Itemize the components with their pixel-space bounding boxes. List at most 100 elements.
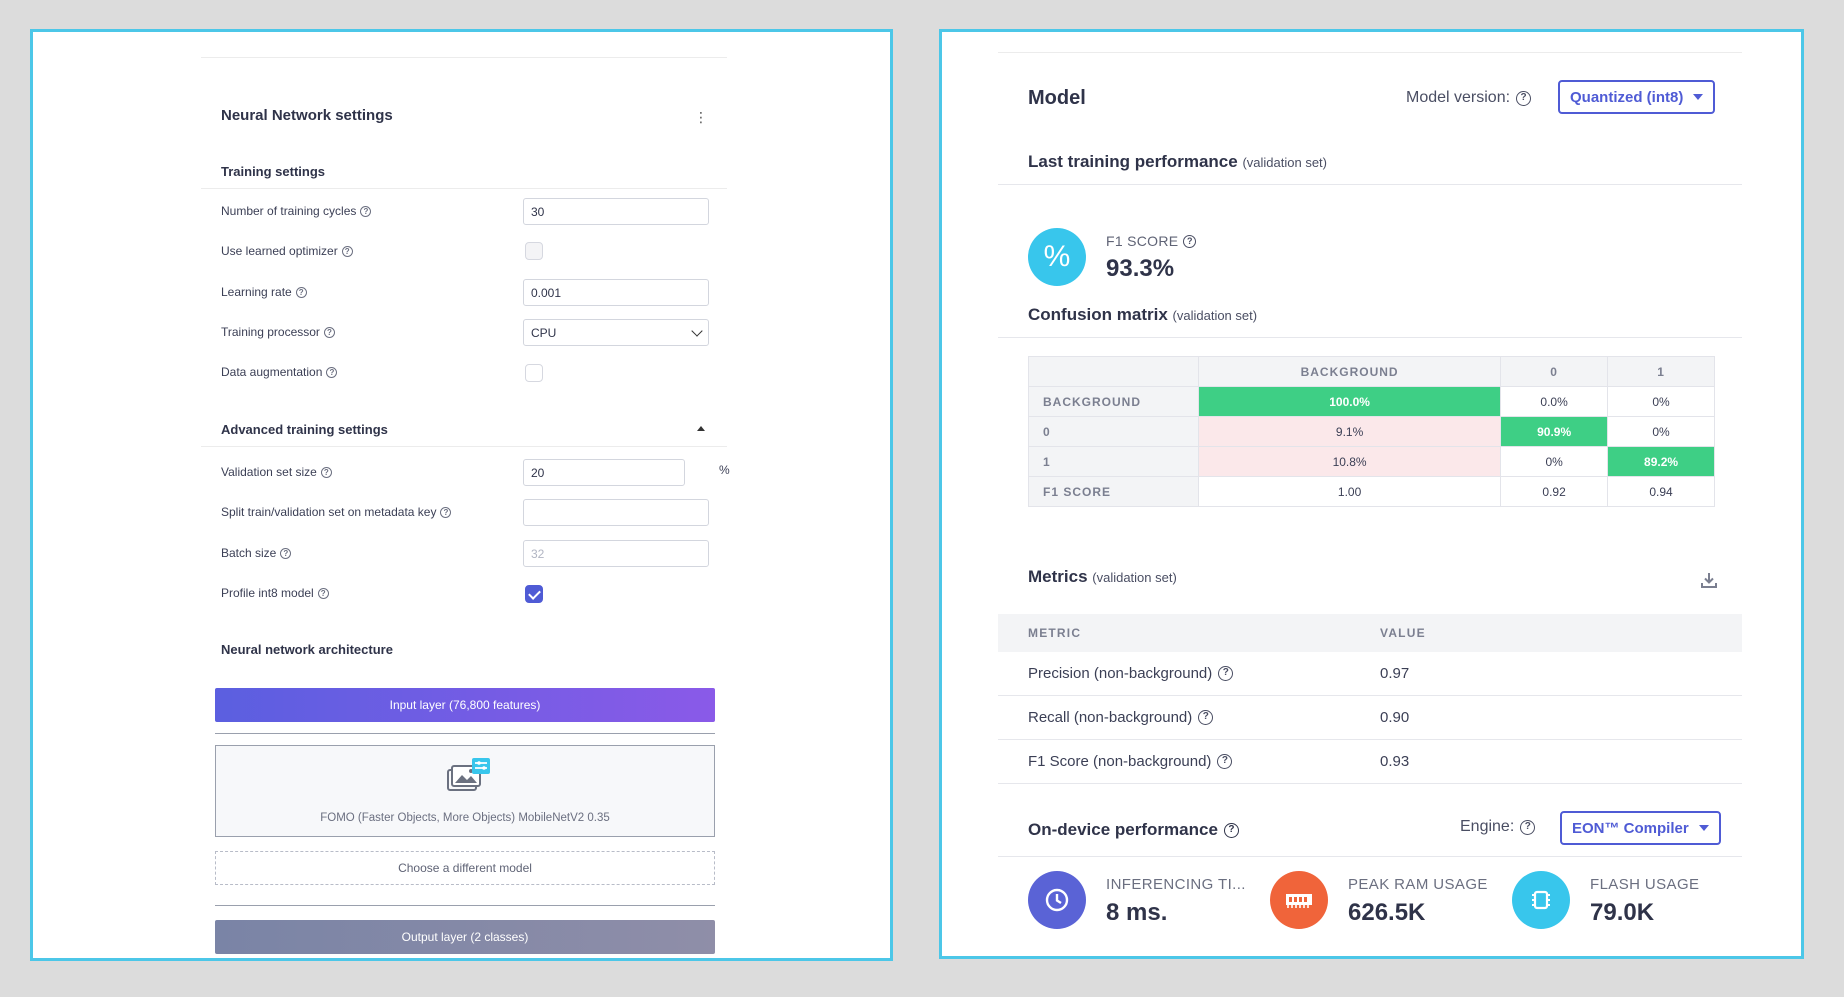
profile-int8-text: Profile int8 model bbox=[221, 586, 314, 600]
training-processor-select[interactable]: CPU bbox=[523, 319, 709, 346]
on-device-heading: On-device performance ? bbox=[1028, 820, 1239, 840]
learning-rate-label: Learning rate ? bbox=[221, 285, 307, 299]
confusion-matrix-heading: Confusion matrix (validation set) bbox=[1028, 305, 1257, 325]
download-icon[interactable] bbox=[1700, 571, 1718, 589]
table-cell: 0.94 bbox=[1607, 476, 1715, 507]
table-cell: 90.9% bbox=[1500, 416, 1609, 447]
engine-dropdown[interactable]: EON™ Compiler bbox=[1560, 811, 1721, 845]
last-training-heading: Last training performance (validation se… bbox=[1028, 152, 1327, 172]
ram-icon bbox=[1270, 871, 1328, 929]
help-icon[interactable]: ? bbox=[341, 245, 353, 257]
help-icon[interactable]: ? bbox=[440, 506, 452, 518]
metrics-table-header: METRIC VALUE bbox=[998, 614, 1742, 652]
metric-value: 0.90 bbox=[1380, 709, 1410, 726]
table-cell: 0% bbox=[1607, 416, 1715, 447]
data-augmentation-checkbox[interactable] bbox=[525, 364, 543, 382]
table-row: BACKGROUND 100.0% 0.0% 0% bbox=[1028, 386, 1715, 417]
help-icon[interactable]: ? bbox=[1183, 234, 1197, 248]
table-header-cell: BACKGROUND bbox=[1197, 356, 1502, 387]
help-icon[interactable]: ? bbox=[1218, 666, 1234, 681]
help-icon[interactable]: ? bbox=[1198, 710, 1214, 725]
divider bbox=[201, 57, 727, 58]
advanced-settings-heading: Advanced training settings bbox=[221, 422, 388, 437]
output-layer-block[interactable]: Output layer (2 classes) bbox=[215, 920, 715, 954]
model-card: Model Model version: ? Quantized (int8) … bbox=[998, 52, 1742, 932]
table-cell: 0.92 bbox=[1500, 476, 1609, 507]
help-icon[interactable]: ? bbox=[326, 366, 338, 378]
divider bbox=[201, 188, 727, 189]
help-icon[interactable]: ? bbox=[280, 547, 292, 559]
learning-rate-input[interactable]: 0.001 bbox=[523, 279, 709, 306]
chevron-down-icon bbox=[691, 325, 703, 337]
table-cell: 89.2% bbox=[1607, 446, 1715, 477]
input-layer-block[interactable]: Input layer (76,800 features) bbox=[215, 688, 715, 722]
split-metadata-input[interactable] bbox=[523, 499, 709, 526]
row-label: BACKGROUND bbox=[1028, 386, 1199, 417]
help-icon[interactable]: ? bbox=[320, 466, 332, 478]
connector-line bbox=[215, 733, 715, 734]
choose-model-button[interactable]: Choose a different model bbox=[215, 851, 715, 885]
help-icon[interactable]: ? bbox=[317, 587, 329, 599]
training-cycles-label: Number of training cycles ? bbox=[221, 204, 372, 218]
metric-name-text: Precision (non-background) bbox=[1028, 665, 1213, 682]
data-augmentation-label: Data augmentation ? bbox=[221, 365, 338, 379]
percent-unit: % bbox=[719, 463, 730, 477]
learned-optimizer-checkbox[interactable] bbox=[525, 242, 543, 260]
table-row: Precision (non-background) ? 0.97 bbox=[998, 652, 1742, 696]
metrics-note: (validation set) bbox=[1092, 570, 1177, 585]
engine-label: Engine: ? bbox=[1460, 818, 1536, 836]
help-icon[interactable]: ? bbox=[360, 205, 372, 217]
table-header-row: BACKGROUND 0 1 bbox=[1028, 356, 1715, 387]
validation-size-input[interactable]: 20 bbox=[523, 459, 685, 486]
metric-name-text: F1 Score (non-background) bbox=[1028, 753, 1212, 770]
help-icon[interactable]: ? bbox=[295, 286, 307, 298]
help-icon[interactable]: ? bbox=[1516, 90, 1532, 106]
chip-icon bbox=[1512, 871, 1570, 929]
model-block[interactable]: FOMO (Faster Objects, More Objects) Mobi… bbox=[215, 745, 715, 837]
engine-value: EON™ Compiler bbox=[1572, 819, 1689, 837]
on-device-title: On-device performance bbox=[1028, 820, 1218, 839]
profile-int8-checkbox[interactable] bbox=[525, 585, 543, 603]
help-icon[interactable]: ? bbox=[323, 326, 335, 338]
model-version-dropdown[interactable]: Quantized (int8) bbox=[1558, 80, 1716, 114]
collapse-caret-icon[interactable] bbox=[697, 426, 705, 431]
metric-name: Precision (non-background) ? bbox=[1028, 665, 1234, 682]
model-version-label: Model version: ? bbox=[1406, 89, 1532, 107]
validation-size-label: Validation set size ? bbox=[221, 465, 332, 479]
help-icon[interactable]: ? bbox=[1223, 822, 1239, 838]
peak-ram-label: PEAK RAM USAGE bbox=[1348, 876, 1488, 893]
table-cell: 9.1% bbox=[1197, 416, 1502, 447]
training-cycles-input[interactable]: 30 bbox=[523, 198, 709, 225]
confusion-matrix-title: Confusion matrix bbox=[1028, 305, 1168, 324]
table-row: 1 10.8% 0% 89.2% bbox=[1028, 446, 1715, 477]
table-cell: 10.8% bbox=[1197, 446, 1502, 477]
clock-icon bbox=[1028, 871, 1086, 929]
metric-name: Recall (non-background) ? bbox=[1028, 709, 1214, 726]
f1-score-value: 93.3% bbox=[1106, 255, 1175, 282]
batch-size-text: Batch size bbox=[221, 546, 277, 560]
divider bbox=[998, 337, 1742, 338]
metric-name: F1 Score (non-background) ? bbox=[1028, 753, 1233, 770]
table-row: F1 SCORE 1.00 0.92 0.94 bbox=[1028, 476, 1715, 507]
engine-label-text: Engine: bbox=[1460, 818, 1515, 835]
help-icon[interactable]: ? bbox=[1217, 754, 1233, 769]
flash-usage-value: 79.0K bbox=[1590, 899, 1655, 926]
peak-ram-value: 626.5K bbox=[1348, 899, 1426, 926]
split-metadata-label: Split train/validation set on metadata k… bbox=[221, 505, 452, 519]
batch-size-input[interactable]: 32 bbox=[523, 540, 709, 567]
value-column-header: VALUE bbox=[1380, 626, 1426, 640]
caret-down-icon bbox=[1698, 825, 1709, 831]
neural-network-panel: Neural Network settings ⋮ Training setti… bbox=[30, 29, 893, 961]
training-cycles-text: Number of training cycles bbox=[221, 204, 357, 218]
table-row: 0 9.1% 90.9% 0% bbox=[1028, 416, 1715, 447]
help-icon[interactable]: ? bbox=[1520, 819, 1536, 835]
percent-icon: % bbox=[1028, 228, 1086, 286]
image-stack-icon bbox=[447, 758, 490, 791]
connector-line bbox=[215, 905, 715, 906]
kebab-icon[interactable]: ⋮ bbox=[694, 109, 708, 125]
divider bbox=[998, 52, 1742, 53]
table-header-cell: 1 bbox=[1607, 356, 1715, 387]
inference-time-label: INFERENCING TI... bbox=[1106, 876, 1246, 893]
row-label: F1 SCORE bbox=[1028, 476, 1199, 507]
model-version-text: Model version: bbox=[1406, 89, 1511, 106]
